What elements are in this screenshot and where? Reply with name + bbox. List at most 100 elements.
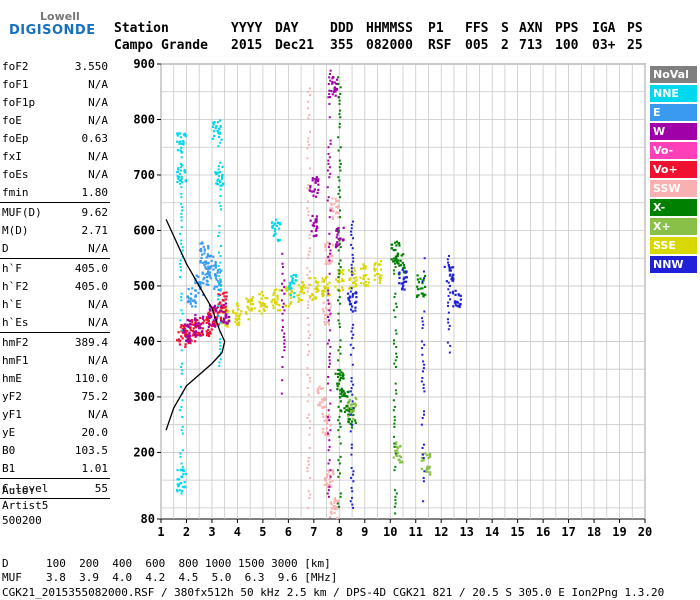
data-point: [424, 293, 427, 296]
data-point: [339, 116, 342, 119]
data-point: [325, 260, 328, 263]
data-point: [339, 352, 342, 355]
data-point: [224, 305, 227, 308]
data-point: [415, 295, 419, 298]
data-point: [314, 280, 318, 283]
data-point: [342, 377, 345, 380]
data-point: [328, 252, 331, 255]
data-point: [207, 316, 211, 319]
data-point: [220, 269, 223, 272]
data-point: [347, 297, 350, 300]
data-point: [423, 363, 426, 366]
data-point: [338, 262, 341, 265]
x-tick-label: 2: [183, 525, 190, 539]
data-point: [198, 287, 202, 291]
data-point: [202, 245, 205, 248]
data-point: [177, 483, 181, 487]
param-value: N/A: [88, 316, 108, 329]
data-point: [329, 261, 332, 264]
data-point: [181, 449, 184, 452]
data-point: [331, 244, 335, 247]
data-point: [218, 282, 221, 285]
data-point: [218, 293, 221, 297]
data-point: [245, 297, 248, 300]
data-point: [338, 372, 341, 375]
data-point: [326, 283, 329, 286]
data-point: [339, 259, 342, 262]
data-point: [350, 410, 353, 413]
data-point: [200, 250, 203, 253]
param-row: yF1 N/A: [2, 406, 108, 423]
data-point: [400, 254, 403, 257]
data-point: [307, 353, 310, 356]
data-point: [342, 226, 345, 229]
param-value: 75.2: [81, 390, 109, 403]
data-point: [327, 162, 330, 165]
data-point: [317, 284, 320, 287]
data-point: [186, 340, 189, 343]
data-point: [423, 470, 426, 473]
data-point: [346, 407, 349, 410]
param-name: h`E: [2, 298, 22, 311]
param-name: foF1: [2, 78, 29, 91]
data-point: [337, 243, 340, 246]
data-point: [416, 278, 419, 281]
data-point: [250, 303, 253, 306]
data-point: [201, 261, 204, 264]
data-point: [359, 276, 362, 279]
data-point: [398, 461, 402, 464]
data-point: [328, 359, 331, 362]
data-point: [362, 263, 365, 266]
data-point: [218, 201, 221, 204]
data-point: [310, 230, 313, 233]
data-point: [329, 484, 332, 487]
data-point: [223, 295, 226, 298]
data-point: [449, 291, 452, 294]
data-point: [325, 415, 328, 418]
data-point: [180, 405, 183, 408]
data-point: [308, 496, 311, 499]
data-point: [416, 274, 419, 277]
data-point: [206, 332, 209, 335]
data-point: [201, 242, 204, 245]
data-point: [274, 300, 277, 303]
data-point: [395, 240, 399, 243]
data-point: [351, 293, 354, 296]
data-point: [398, 454, 401, 458]
data-point: [321, 412, 324, 416]
data-point: [421, 280, 424, 283]
data-point: [289, 294, 292, 297]
separator: [0, 498, 110, 499]
data-point: [326, 415, 329, 418]
data-point: [198, 281, 201, 284]
data-point: [291, 276, 294, 280]
data-point: [180, 292, 183, 295]
data-point: [422, 323, 425, 326]
data-point: [304, 286, 307, 289]
data-point: [233, 312, 236, 315]
data-point: [177, 168, 180, 171]
data-point: [448, 324, 451, 327]
data-point: [400, 282, 403, 285]
data-point: [178, 262, 181, 265]
data-point: [339, 266, 342, 269]
data-point: [422, 293, 425, 297]
data-point: [396, 254, 399, 258]
data-point: [362, 267, 365, 270]
data-point: [328, 480, 332, 484]
data-point: [212, 324, 216, 327]
data-point: [176, 149, 180, 152]
data-point: [375, 273, 379, 276]
data-point: [403, 288, 406, 291]
data-point: [263, 304, 266, 308]
data-point: [327, 241, 330, 244]
data-point: [207, 328, 210, 331]
data-point: [314, 229, 318, 232]
data-point: [307, 287, 310, 290]
data-point: [208, 330, 212, 334]
data-point: [275, 301, 278, 304]
data-point: [329, 139, 332, 142]
data-point: [307, 210, 310, 213]
data-point: [221, 306, 224, 309]
data-point: [182, 470, 185, 473]
